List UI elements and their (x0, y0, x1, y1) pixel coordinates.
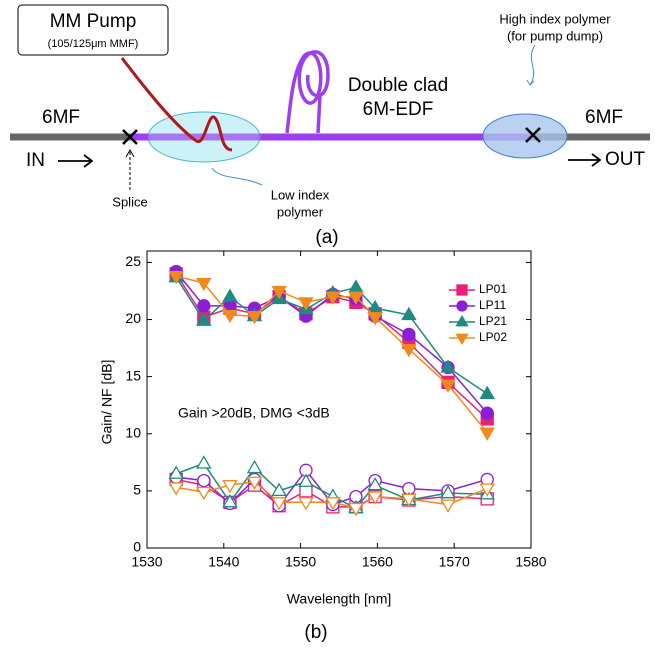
legend-marker (456, 284, 468, 296)
x-tick-label: 1530 (131, 554, 162, 570)
marker (367, 312, 383, 326)
splice-label: Splice (112, 194, 147, 209)
marker (298, 497, 314, 511)
x-tick-label: 1550 (285, 554, 316, 570)
x-tick-label: 1540 (208, 554, 239, 570)
marker (197, 299, 211, 313)
marker (197, 473, 211, 488)
high-index-label: (for pump dump) (507, 28, 603, 43)
low-index-label: polymer (277, 204, 324, 219)
marker (479, 483, 495, 497)
edf-label: Double clad (348, 75, 448, 96)
marker (480, 406, 494, 420)
caption: (a) (315, 227, 338, 248)
marker (298, 473, 314, 487)
marker (246, 476, 263, 490)
marker (402, 327, 416, 342)
arrow (58, 154, 94, 168)
marker (348, 279, 364, 293)
x-tick-label: 1560 (362, 554, 393, 570)
marker (440, 484, 456, 499)
leader (125, 148, 135, 158)
marker (246, 310, 263, 325)
marker (196, 312, 212, 326)
y-tick-label: 0 (133, 539, 141, 555)
marker (222, 288, 238, 302)
marker (348, 502, 364, 517)
marker (440, 379, 456, 393)
legend-label: LP11 (479, 298, 506, 312)
edf-coil (285, 50, 330, 134)
output-label: OUT (605, 149, 646, 170)
y-tick-label: 5 (133, 482, 141, 498)
fiber-label: 6MF (42, 107, 80, 128)
marker (196, 277, 212, 292)
pump-fiber (120, 57, 233, 152)
pump-box (17, 4, 169, 56)
marker (271, 482, 287, 497)
arrow (568, 153, 602, 167)
marker (196, 455, 212, 469)
marker (440, 499, 456, 513)
splice-mark (525, 127, 541, 143)
marker (367, 476, 383, 491)
marker (168, 270, 184, 285)
annotation: Gain >20dB, DMG <3dB (178, 405, 330, 421)
low-index-label: Low index (271, 187, 330, 202)
marker (479, 385, 495, 399)
caption: (b) (304, 622, 327, 643)
marker (298, 297, 314, 311)
marker (271, 285, 287, 300)
marker (168, 482, 184, 496)
x-tick-label: 1570 (439, 554, 470, 570)
marker (325, 497, 341, 511)
marker (348, 291, 364, 305)
marker (440, 359, 456, 373)
input-label: IN (26, 150, 45, 171)
high-index-polymer (482, 113, 568, 159)
edf-label: 6M-EDF (363, 99, 434, 120)
marker (367, 491, 383, 505)
pump-label: MM Pump (50, 11, 137, 32)
fiber-label: 6MF (585, 107, 623, 128)
marker (222, 480, 238, 494)
y-tick-label: 15 (125, 367, 141, 383)
high-index-label: High index polymer (499, 11, 611, 26)
plot-frame (146, 250, 532, 549)
legend-label: LP21 (479, 314, 507, 328)
marker (246, 459, 263, 474)
legend-marker (455, 333, 469, 346)
pump-fiber-label: (105/125μm MMF) (48, 38, 139, 50)
y-tick-label: 10 (125, 424, 141, 440)
marker (222, 309, 238, 324)
legend-marker (456, 300, 468, 312)
y-tick-label: 20 (125, 310, 141, 326)
marker (271, 497, 287, 511)
marker (196, 486, 212, 501)
legend-marker (455, 314, 469, 327)
marker (479, 427, 495, 441)
gain-line (176, 275, 488, 434)
marker (168, 465, 184, 479)
y-tick-label: 25 (125, 253, 141, 269)
leader (526, 44, 536, 86)
legend-label: LP02 (479, 330, 507, 344)
marker (401, 306, 417, 321)
nf-line (175, 462, 488, 509)
nf-line (176, 480, 488, 509)
y-axis-label: Gain/ NF [dB] (99, 360, 115, 445)
legend-label: LP01 (479, 282, 507, 296)
marker (401, 493, 417, 508)
marker (222, 494, 238, 508)
leader (211, 167, 263, 186)
splice-mark (122, 129, 138, 145)
x-tick-label: 1580 (515, 554, 546, 570)
marker (325, 291, 341, 305)
x-axis-label: Wavelength [nm] (287, 591, 392, 607)
marker (401, 344, 417, 358)
